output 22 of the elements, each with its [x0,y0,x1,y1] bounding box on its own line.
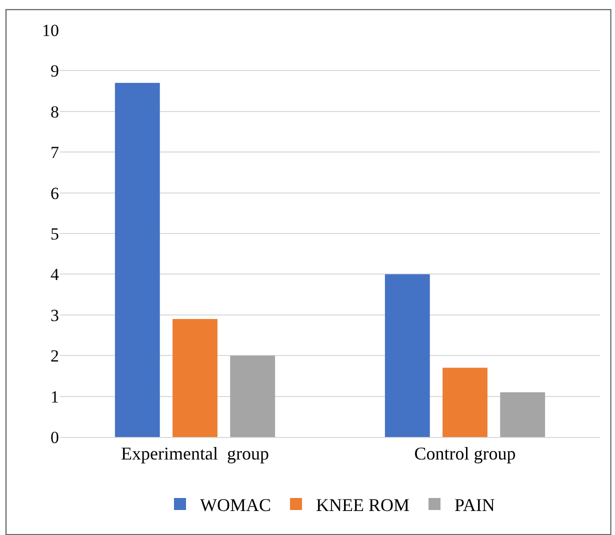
bar [500,392,546,437]
y-tick-label: 4 [50,265,60,284]
y-tick-label: 8 [50,102,59,122]
x-tick-label: Experimental group [121,444,269,464]
x-tick-label: Control group [414,444,516,464]
legend-label: WOMAC [200,495,271,516]
bar [230,356,276,437]
bar [442,368,488,437]
bar [114,82,160,437]
y-tick-label: 2 [50,346,59,366]
y-tick-label: 3 [50,306,59,325]
bar [384,274,430,437]
y-tick-label: 5 [50,224,59,244]
y-tick-label: 0 [50,428,59,447]
y-tick-label: 1 [50,387,59,406]
legend-label: PAIN [454,495,495,516]
y-tick-label: 7 [50,143,60,162]
y-tick-label: 10 [42,20,59,40]
y-tick-label: 6 [50,184,59,203]
legend-label: KNEE ROM [316,495,410,516]
y-tick-label: 9 [50,62,59,81]
bar [172,318,218,437]
